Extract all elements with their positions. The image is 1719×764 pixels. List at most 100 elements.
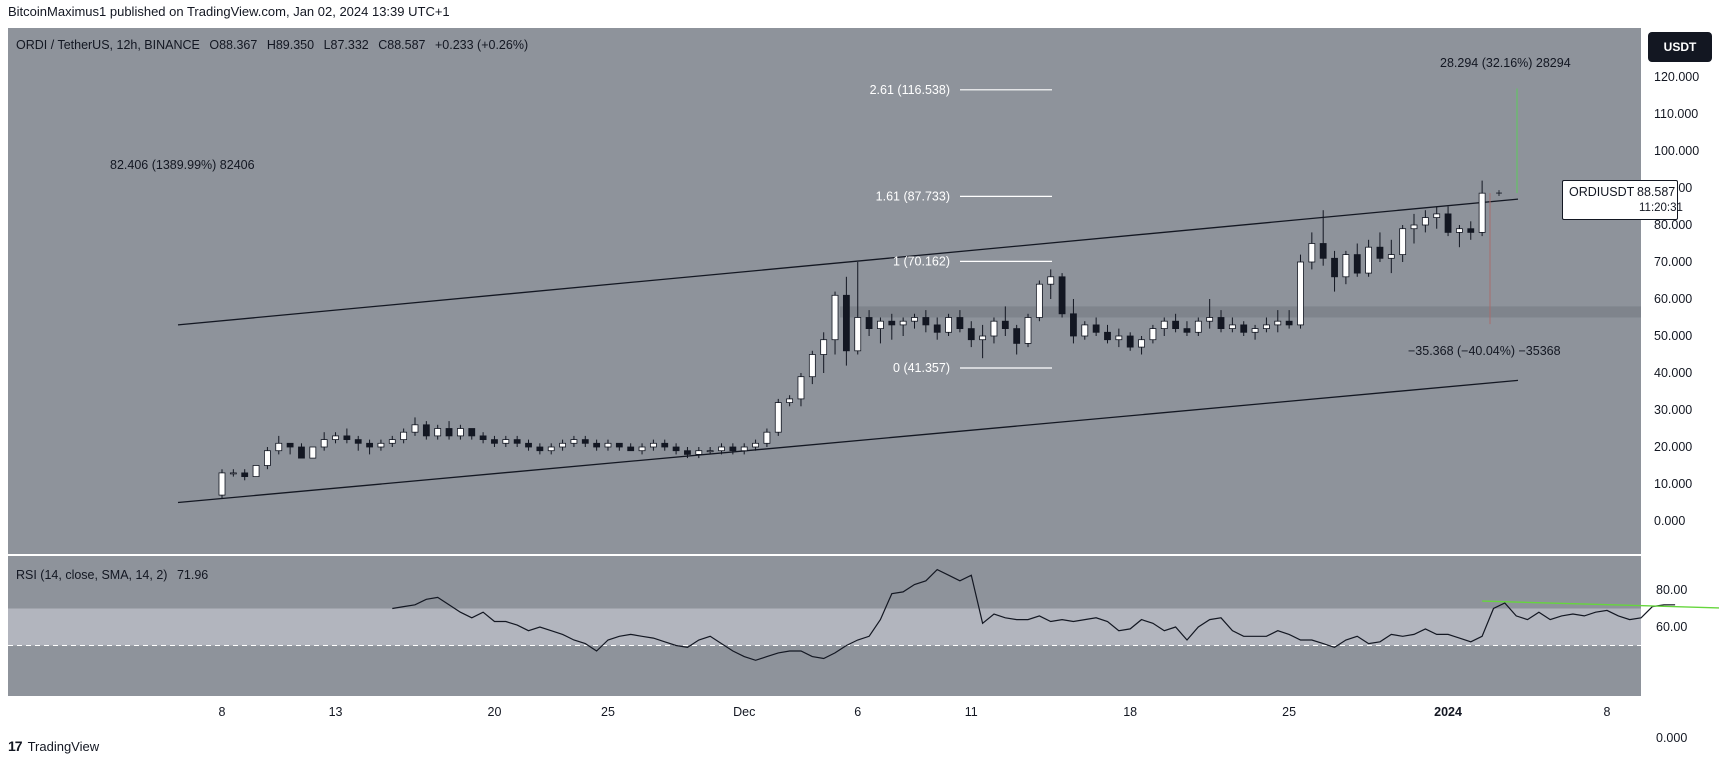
candle[interactable] bbox=[536, 443, 544, 455]
candle[interactable] bbox=[1263, 317, 1270, 333]
candle[interactable] bbox=[1001, 306, 1009, 336]
candle[interactable] bbox=[1194, 317, 1202, 337]
candle[interactable] bbox=[1183, 321, 1191, 336]
candle[interactable] bbox=[899, 317, 907, 337]
candle[interactable] bbox=[343, 428, 351, 444]
candle[interactable] bbox=[649, 439, 657, 451]
candle[interactable] bbox=[1478, 180, 1486, 237]
candle[interactable] bbox=[1399, 225, 1407, 262]
candle[interactable] bbox=[1251, 324, 1259, 340]
candle[interactable] bbox=[797, 373, 805, 407]
candle[interactable] bbox=[366, 439, 373, 455]
candle[interactable] bbox=[1115, 328, 1123, 348]
candle[interactable] bbox=[388, 435, 396, 447]
candle[interactable] bbox=[1024, 313, 1032, 348]
candle[interactable] bbox=[1342, 250, 1350, 285]
candle[interactable] bbox=[1126, 332, 1134, 351]
main-chart-panel[interactable] bbox=[8, 28, 1641, 554]
candle[interactable] bbox=[979, 324, 987, 359]
candle[interactable] bbox=[1047, 269, 1055, 299]
candle[interactable] bbox=[1138, 336, 1145, 355]
candle[interactable] bbox=[252, 465, 260, 478]
candle[interactable] bbox=[241, 469, 249, 481]
candle[interactable] bbox=[1376, 232, 1384, 262]
time-axis[interactable] bbox=[8, 697, 1719, 727]
candle[interactable] bbox=[1149, 324, 1157, 344]
measure-label-down[interactable]: −35.368 (−40.04%) −35368 bbox=[1408, 344, 1561, 358]
resistance-zone[interactable] bbox=[840, 306, 1641, 318]
measure-label-top[interactable]: 28.294 (32.16%) 28294 bbox=[1440, 56, 1571, 70]
candle[interactable] bbox=[422, 421, 430, 440]
candle[interactable] bbox=[1319, 210, 1327, 266]
candle[interactable] bbox=[547, 443, 555, 455]
candle[interactable] bbox=[627, 443, 635, 452]
candle[interactable] bbox=[604, 439, 612, 451]
candle[interactable] bbox=[1297, 254, 1304, 329]
candle[interactable] bbox=[1104, 324, 1111, 344]
candle[interactable] bbox=[888, 313, 896, 340]
candle[interactable] bbox=[1160, 317, 1168, 337]
candle[interactable] bbox=[842, 276, 850, 366]
candle[interactable] bbox=[1013, 324, 1021, 355]
candle[interactable] bbox=[377, 439, 385, 451]
candle[interactable] bbox=[581, 435, 589, 447]
candle[interactable] bbox=[1421, 210, 1429, 233]
candle[interactable] bbox=[695, 447, 703, 459]
rsi-line[interactable] bbox=[392, 568, 1676, 661]
candle[interactable] bbox=[264, 447, 271, 470]
candle[interactable] bbox=[967, 321, 975, 348]
candle[interactable] bbox=[865, 310, 873, 336]
candle[interactable] bbox=[434, 424, 442, 440]
candle[interactable] bbox=[1467, 221, 1475, 240]
candle[interactable] bbox=[684, 447, 691, 459]
channel-lower-line[interactable] bbox=[177, 379, 1519, 504]
candle[interactable] bbox=[831, 291, 839, 355]
candle[interactable] bbox=[933, 317, 941, 340]
candle[interactable] bbox=[332, 432, 339, 444]
candle[interactable] bbox=[400, 428, 408, 444]
candle[interactable] bbox=[740, 443, 748, 455]
candle[interactable] bbox=[956, 310, 964, 333]
candle[interactable] bbox=[491, 435, 498, 447]
candle[interactable] bbox=[1444, 206, 1452, 237]
candle[interactable] bbox=[1353, 243, 1361, 277]
candle[interactable] bbox=[1274, 310, 1282, 333]
candle[interactable] bbox=[1410, 213, 1418, 244]
candle[interactable] bbox=[854, 262, 862, 355]
candle[interactable] bbox=[286, 442, 294, 455]
channel-upper-line[interactable] bbox=[177, 198, 1519, 326]
candle[interactable] bbox=[752, 439, 759, 451]
candle[interactable] bbox=[1172, 313, 1180, 333]
candle[interactable] bbox=[275, 435, 283, 455]
candle[interactable] bbox=[729, 443, 737, 455]
candle[interactable] bbox=[218, 469, 226, 499]
candle[interactable] bbox=[1387, 239, 1395, 274]
candle[interactable] bbox=[922, 310, 930, 333]
candle[interactable] bbox=[1081, 321, 1089, 340]
candle[interactable] bbox=[445, 421, 453, 440]
candle[interactable] bbox=[411, 417, 419, 436]
candle[interactable] bbox=[1285, 310, 1293, 329]
candle[interactable] bbox=[1308, 232, 1316, 270]
candle[interactable] bbox=[774, 398, 782, 436]
candle[interactable] bbox=[525, 439, 532, 451]
currency-button[interactable]: USDT bbox=[1648, 32, 1712, 62]
candle[interactable] bbox=[990, 317, 998, 344]
candle[interactable] bbox=[298, 443, 305, 459]
candle[interactable] bbox=[1217, 310, 1225, 333]
candle[interactable] bbox=[1092, 317, 1100, 337]
candle[interactable] bbox=[1070, 299, 1077, 344]
candle[interactable] bbox=[468, 428, 476, 440]
rsi-label[interactable]: RSI (14, close, SMA, 14, 2) bbox=[16, 568, 168, 582]
candle[interactable] bbox=[570, 435, 578, 447]
symbol-name[interactable]: ORDI / TetherUS, 12h, BINANCE bbox=[16, 38, 200, 52]
candle[interactable] bbox=[786, 395, 794, 407]
candle[interactable] bbox=[877, 317, 884, 344]
rsi-axis[interactable] bbox=[1641, 556, 1719, 696]
candle[interactable] bbox=[593, 439, 601, 451]
candle[interactable] bbox=[479, 432, 487, 444]
candle[interactable] bbox=[354, 435, 362, 451]
candle[interactable] bbox=[718, 443, 725, 455]
candle[interactable] bbox=[309, 446, 317, 459]
candle[interactable] bbox=[945, 313, 952, 336]
